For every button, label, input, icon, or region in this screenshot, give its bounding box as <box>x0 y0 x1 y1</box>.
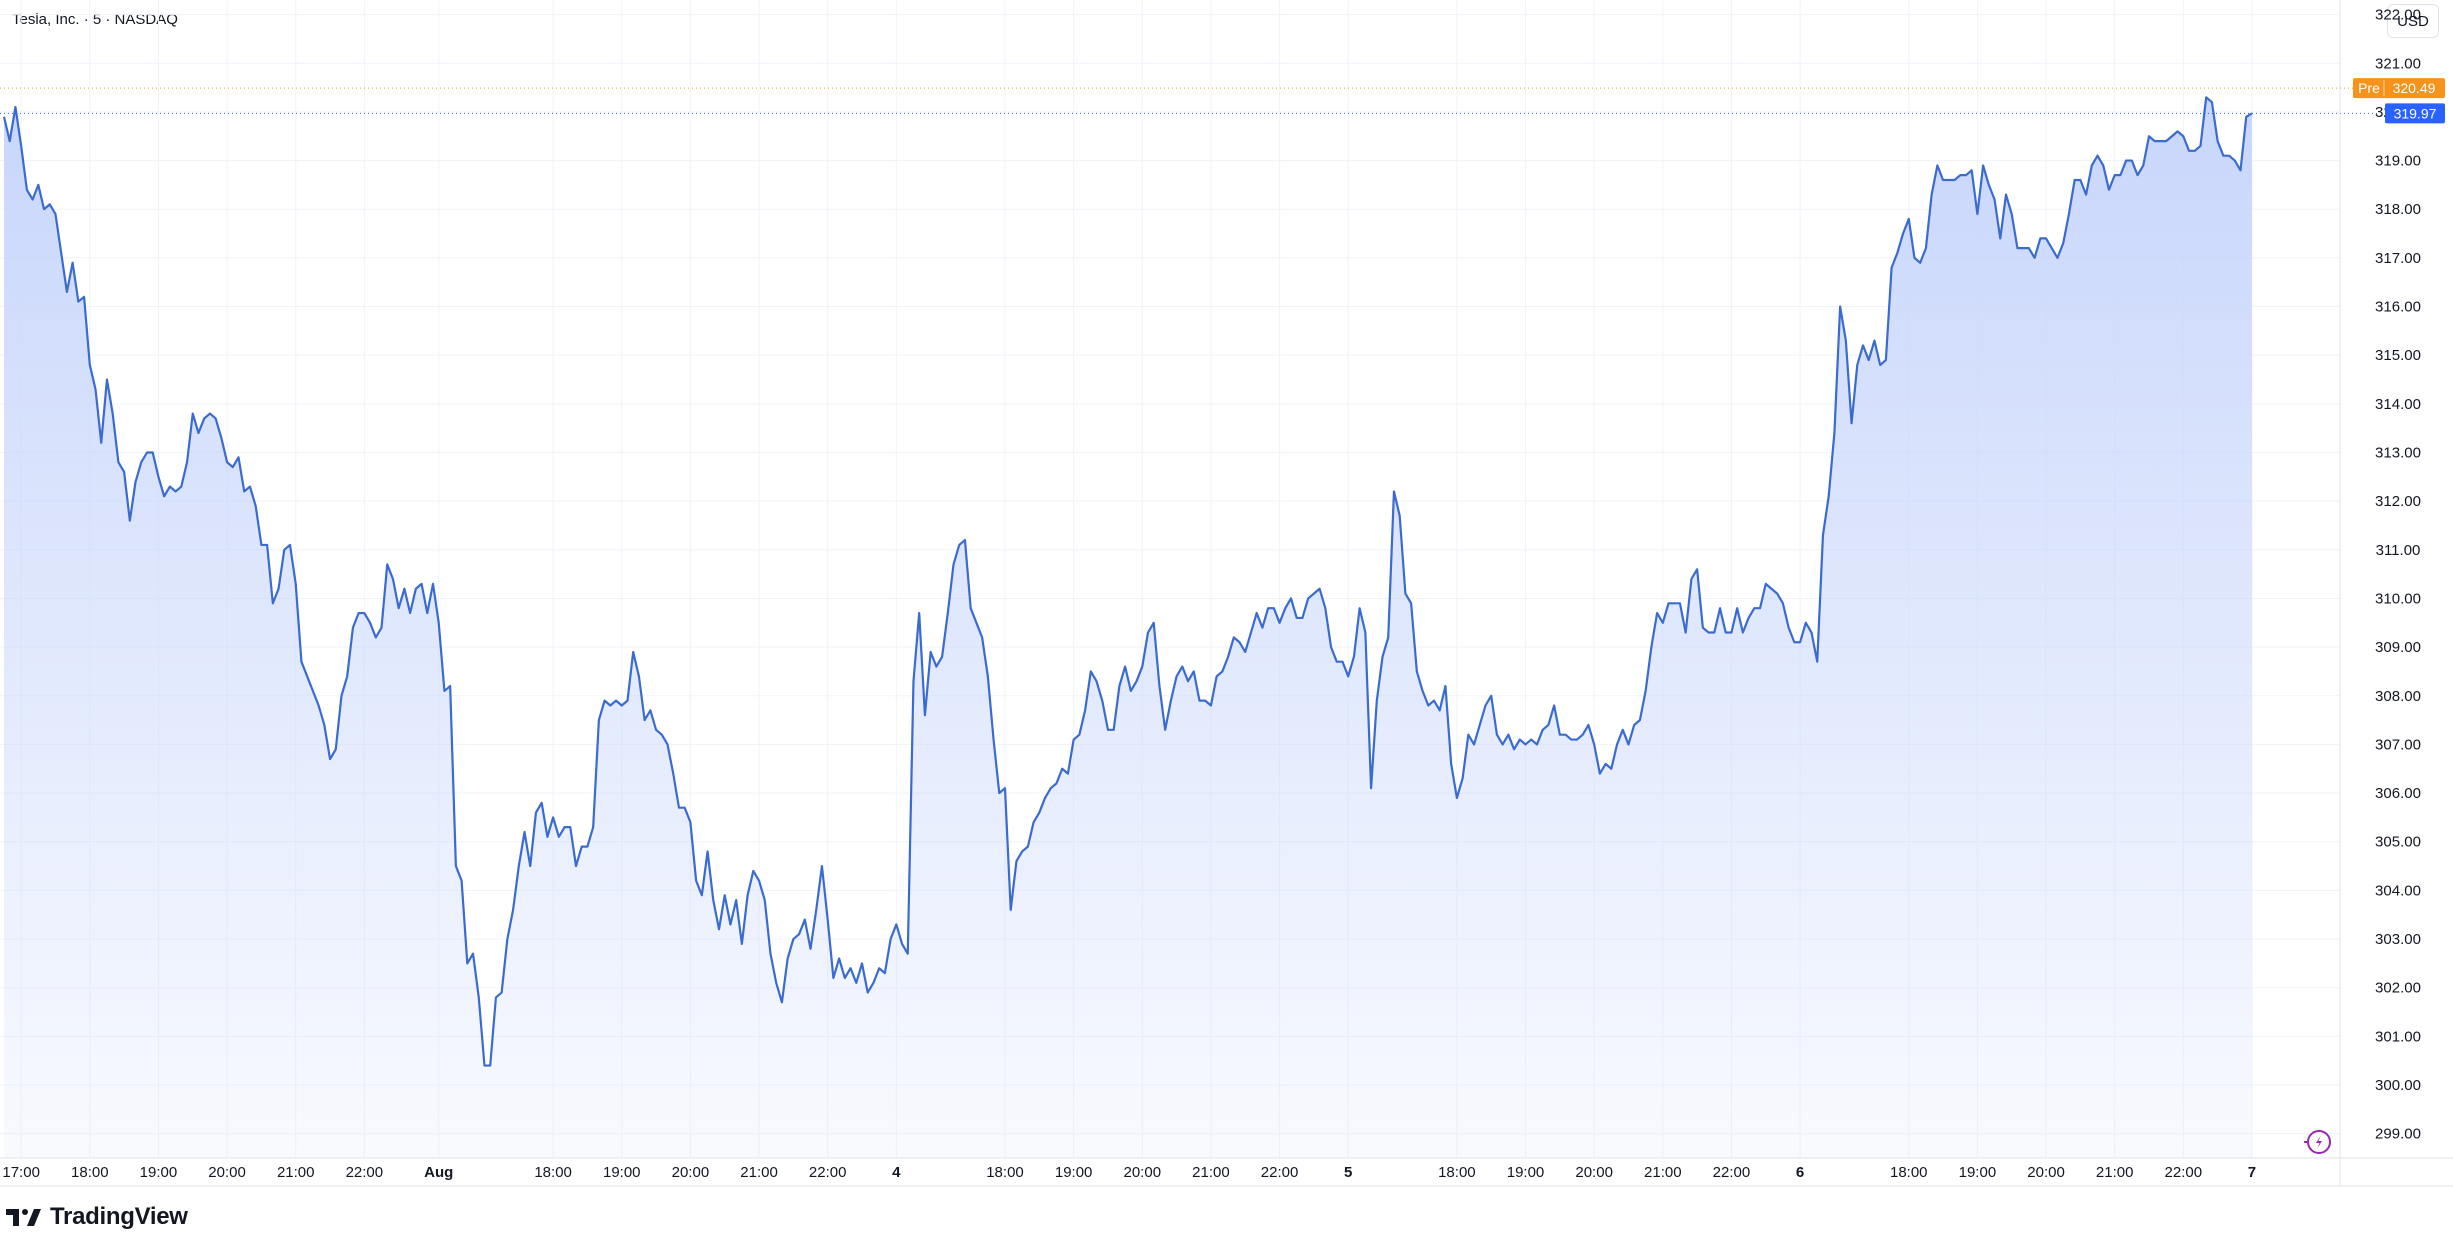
price-area-fill <box>4 97 2252 1158</box>
price-tick-label: 308.00 <box>2375 688 2421 705</box>
price-tick-label: 304.00 <box>2375 882 2421 899</box>
time-tick-label: 18:00 <box>986 1164 1024 1181</box>
price-badges: Pre 320.49 319.97 <box>2353 78 2445 124</box>
price-tick-label: 307.00 <box>2375 736 2421 753</box>
time-tick-label: 20:00 <box>1575 1164 1613 1181</box>
time-tick-label: 21:00 <box>740 1164 778 1181</box>
lightning-circle-icon[interactable] <box>2304 1130 2331 1154</box>
time-tick-label: 22:00 <box>2165 1164 2203 1181</box>
price-tick-label: 321.00 <box>2375 55 2421 72</box>
price-tick-label: 318.00 <box>2375 201 2421 218</box>
time-tick-label: 4 <box>892 1164 901 1181</box>
price-tick-label: 303.00 <box>2375 931 2421 948</box>
time-tick-label: 19:00 <box>140 1164 178 1181</box>
pre-market-price: 320.49 <box>2393 80 2436 96</box>
price-tick-label: 322.00 <box>2375 7 2421 24</box>
time-tick-label: 22:00 <box>346 1164 384 1181</box>
price-tick-label: 317.00 <box>2375 250 2421 267</box>
time-tick-label: 22:00 <box>1713 1164 1751 1181</box>
tradingview-logo[interactable]: TradingView <box>6 1203 188 1231</box>
time-axis[interactable]: 17:00 18:00 19:00 20:00 21:00 22:00 Aug 18:00 19… <box>2 1164 2256 1181</box>
currency-button[interactable]: USD <box>2387 4 2439 38</box>
last-price-badge: 319.97 <box>2385 103 2445 124</box>
price-tick-label: 312.00 <box>2375 493 2421 510</box>
time-tick-label: 18:00 <box>534 1164 572 1181</box>
time-tick-label: 20:00 <box>2027 1164 2065 1181</box>
price-tick-label: 319.00 <box>2375 153 2421 170</box>
time-tick-label: 20:00 <box>672 1164 710 1181</box>
last-price-badge-bg <box>2385 103 2445 124</box>
time-tick-label: 21:00 <box>2096 1164 2134 1181</box>
price-tick-label: 305.00 <box>2375 834 2421 851</box>
plot-area <box>2 96 2253 1158</box>
time-tick-label: 18:00 <box>1890 1164 1928 1181</box>
time-tick-label: 20:00 <box>1124 1164 1162 1181</box>
time-tick-label: 21:00 <box>277 1164 315 1181</box>
time-tick-label: Aug <box>424 1164 453 1181</box>
time-tick-label: 19:00 <box>1507 1164 1545 1181</box>
pre-market-badge-bg <box>2353 78 2445 99</box>
time-tick-label: 7 <box>2248 1164 2256 1181</box>
price-tick-label: 299.00 <box>2375 1126 2421 1143</box>
time-tick-label: 5 <box>1344 1164 1352 1181</box>
price-tick-label: 314.00 <box>2375 396 2421 413</box>
price-tick-label: 316.00 <box>2375 299 2421 316</box>
price-tick-label: 310.00 <box>2375 590 2421 607</box>
price-axis[interactable]: 299.00 300.00 301.00 302.00 303.00 304.00 305.… <box>2375 7 2421 1143</box>
time-tick-label: 18:00 <box>1438 1164 1476 1181</box>
price-line <box>2 96 2253 1067</box>
time-tick-label: 22:00 <box>809 1164 847 1181</box>
time-tick-label: 17:00 <box>2 1164 40 1181</box>
pre-market-badge: Pre 320.49 <box>2353 78 2445 99</box>
price-tick-label: 300.00 <box>2375 1077 2421 1094</box>
time-tick-label: 21:00 <box>1644 1164 1682 1181</box>
price-tick-label: 309.00 <box>2375 639 2421 656</box>
time-tick-label: 20:00 <box>208 1164 246 1181</box>
time-tick-label: 19:00 <box>603 1164 641 1181</box>
last-price-value: 319.97 <box>2394 105 2437 121</box>
symbol-title: Tesla, Inc. · 5 · NASDAQ <box>12 11 178 28</box>
price-tick-label: 311.00 <box>2376 542 2421 559</box>
time-tick-label: 19:00 <box>1959 1164 1997 1181</box>
time-tick-label: 6 <box>1796 1164 1804 1181</box>
price-tick-label: 302.00 <box>2375 980 2421 997</box>
time-tick-label: 22:00 <box>1261 1164 1299 1181</box>
price-tick-label: 313.00 <box>2375 444 2421 461</box>
pre-market-tag: Pre <box>2358 80 2380 96</box>
tradingview-logo-icon <box>6 1209 41 1226</box>
time-tick-label: 21:00 <box>1192 1164 1230 1181</box>
reference-lines <box>0 87 2380 114</box>
brand-name: TradingView <box>50 1203 188 1230</box>
price-tick-label: 315.00 <box>2375 347 2421 364</box>
time-tick-label: 19:00 <box>1055 1164 1093 1181</box>
time-tick-label: 18:00 <box>71 1164 109 1181</box>
price-tick-label: 306.00 <box>2375 785 2421 802</box>
price-tick-label: 301.00 <box>2375 1028 2421 1045</box>
